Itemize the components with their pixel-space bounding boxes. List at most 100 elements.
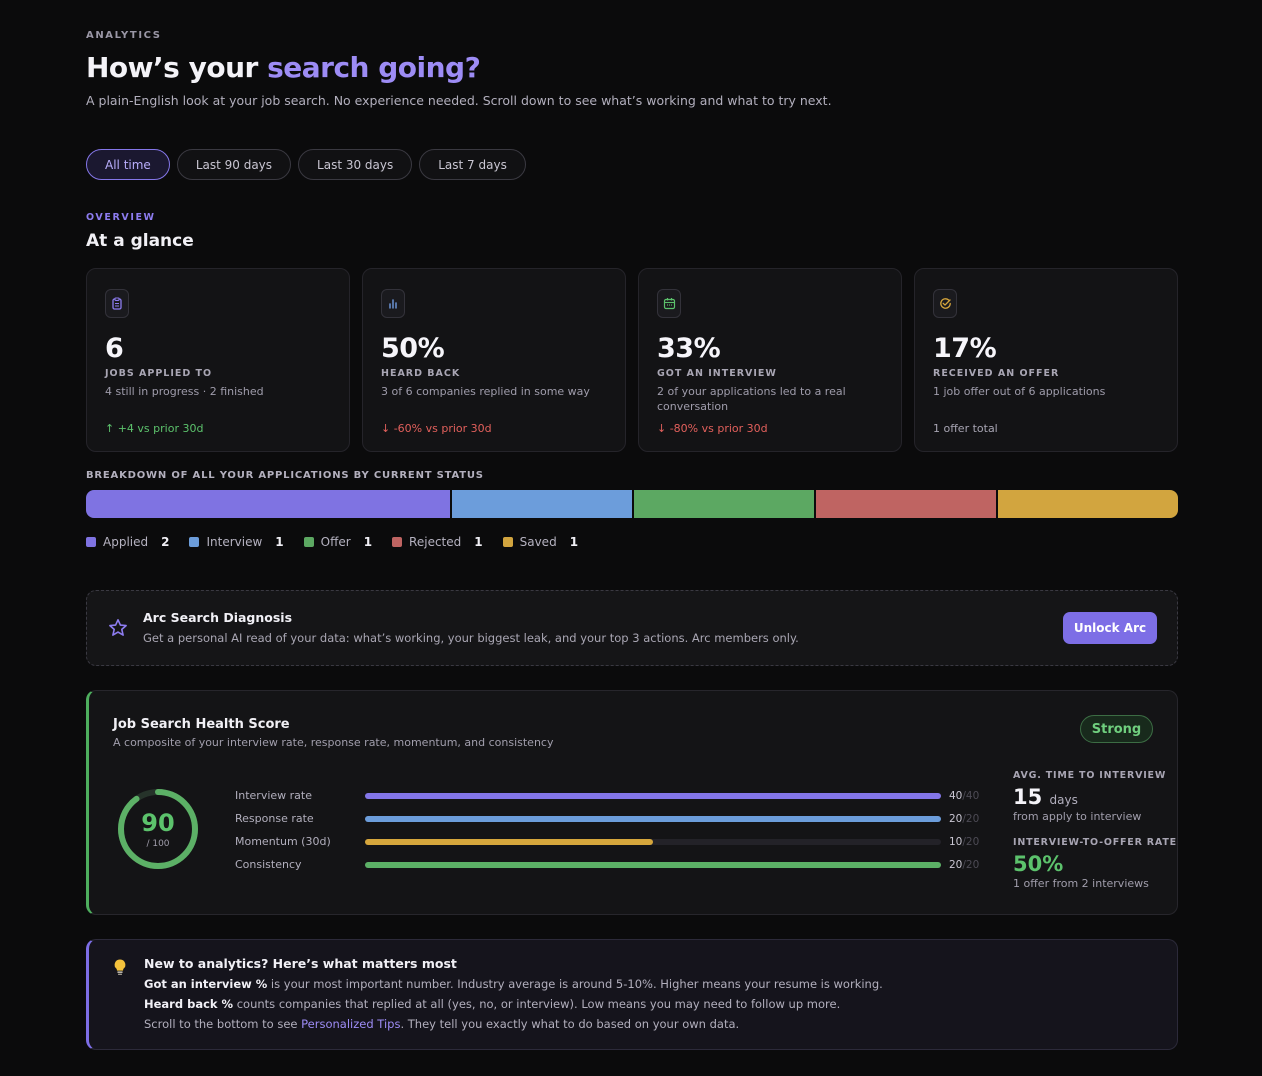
gauge-progress-arc [118,789,198,869]
stat-description: 4 still in progress · 2 finished [105,385,264,398]
health-score-title: Job Search Health Score [113,717,290,732]
stat-label: RECEIVED AN OFFER [933,368,1060,379]
metric-score-value: 10 [949,836,963,848]
tips-text: . They tell you exactly what to do based… [400,1017,740,1031]
legend-item-rejected: Rejected 1 [392,535,483,549]
tips-term: Heard back % [144,997,234,1011]
metric-track [365,862,941,868]
health-score-max: / 100 [146,839,170,849]
stat-value: 50% [381,333,445,364]
metric-score-value: 20 [949,813,963,825]
metric-score-value: 40 [949,790,963,802]
legend-count: 1 [363,535,373,549]
stat-card-jobs-applied: 6 JOBS APPLIED TO 4 still in progress · … [86,268,350,452]
tab-last-30-days[interactable]: Last 30 days [298,149,413,180]
tab-last-7-days[interactable]: Last 7 days [419,149,526,180]
tips-text: is your most important number. Industry … [267,977,883,991]
status-segment-saved [996,490,1178,518]
stat-value: 6 [105,333,124,364]
overview-eyebrow: OVERVIEW [86,212,156,223]
metric-score: 20/20 [949,859,979,871]
tips-text: Scroll to the bottom to see [144,1017,302,1031]
stat-description: 3 of 6 companies replied in some way [381,385,590,398]
metric-score-max: /20 [962,836,980,848]
metric-row: Interview rate 40/40 [235,789,985,805]
legend-count: 1 [474,535,483,549]
time-range-tabs: All time Last 90 days Last 30 days Last … [86,149,526,180]
metric-label: Response rate [235,812,314,825]
tips-line-heard-back: Heard back % counts companies that repli… [144,997,840,1011]
metric-row: Response rate 20/20 [235,812,985,828]
metric-score: 10/20 [949,836,979,848]
status-segment-offer [632,490,814,518]
lightbulb-icon [112,958,128,980]
status-breakdown-bar [86,490,1178,518]
legend-swatch [86,537,96,547]
avg-time-label: AVG. TIME TO INTERVIEW [1013,770,1167,781]
health-score-value: 90 [141,809,175,837]
health-score-card: Job Search Health Score A composite of y… [86,690,1178,915]
stat-trend: 1 offer total [933,422,998,435]
metric-track [365,793,941,799]
metric-fill [365,862,941,868]
stat-trend: ↓ -60% vs prior 30d [381,422,492,435]
metric-row: Consistency 20/20 [235,858,985,874]
metric-track [365,816,941,822]
avg-time-unit: days [1049,793,1078,807]
offer-rate-description: 1 offer from 2 interviews [1013,877,1149,890]
status-badge: Strong [1080,715,1153,743]
tips-line-personalized: Scroll to the bottom to see Personalized… [144,1017,739,1031]
offer-rate-value: 50% [1013,852,1064,876]
breakdown-title: BREAKDOWN OF ALL YOUR APPLICATIONS BY CU… [86,470,484,481]
tips-text: counts companies that replied at all (ye… [233,997,841,1011]
metric-label: Interview rate [235,789,312,802]
metric-score-max: /20 [962,813,980,825]
unlock-arc-button[interactable]: Unlock Arc [1063,612,1157,644]
avg-time-number: 15 [1013,785,1043,809]
status-segment-rejected [814,490,996,518]
legend-label: Interview [206,535,263,549]
arc-diagnosis-banner: Arc Search Diagnosis Get a personal AI r… [86,590,1178,666]
check-circle-icon [933,289,957,318]
stat-description: 2 of your applications led to a real con… [657,385,846,413]
metric-score-max: /20 [962,859,980,871]
metric-score: 20/20 [949,813,979,825]
metric-score-max: /40 [962,790,980,802]
stat-card-heard-back: 50% HEARD BACK 3 of 6 companies replied … [362,268,626,452]
stat-trend: ↓ -80% vs prior 30d [657,422,768,435]
calendar-icon [657,289,681,318]
stat-trend: ↑ +4 vs prior 30d [105,422,204,435]
legend-label: Saved [519,535,557,549]
avg-time-value: 15 days [1013,785,1078,809]
stat-description: 1 job offer out of 6 applications [933,385,1106,398]
legend-item-saved: Saved 1 [502,535,579,549]
legend-swatch [392,537,403,547]
status-segment-applied [86,490,450,518]
analytics-tips-card: New to analytics? Here’s what matters mo… [86,939,1178,1050]
legend-count: 2 [161,535,170,549]
avg-time-description: from apply to interview [1013,810,1142,823]
legend-count: 1 [569,535,579,549]
metric-row: Momentum (30d) 10/20 [235,835,985,851]
legend-item-applied: Applied 2 [86,535,169,549]
health-metrics: Interview rate 40/40 Response rate 20/20 Mom… [235,789,985,879]
legend-swatch [189,537,200,547]
page-title-prefix: How’s your [86,51,268,84]
stat-card-got-interview: 33% GOT AN INTERVIEW 2 of your applicati… [638,268,902,452]
stat-label: GOT AN INTERVIEW [657,368,777,379]
metric-track [365,839,941,845]
metric-label: Momentum (30d) [235,835,331,848]
legend-label: Applied [103,535,149,549]
clipboard-icon [105,289,129,318]
star-icon [108,618,128,642]
page-title-accent: search going? [267,51,481,84]
tab-last-90-days[interactable]: Last 90 days [176,149,292,180]
legend-label: Rejected [409,535,462,549]
personalized-tips-link[interactable]: Personalized Tips [301,1017,401,1031]
tips-line-interview: Got an interview % is your most importan… [144,977,883,991]
tips-term: Got an interview % [144,977,268,991]
tab-all-time[interactable]: All time [86,149,170,180]
overview-title: At a glance [86,231,194,251]
legend-swatch [303,537,314,547]
health-score-gauge: 90 / 100 [116,787,200,871]
